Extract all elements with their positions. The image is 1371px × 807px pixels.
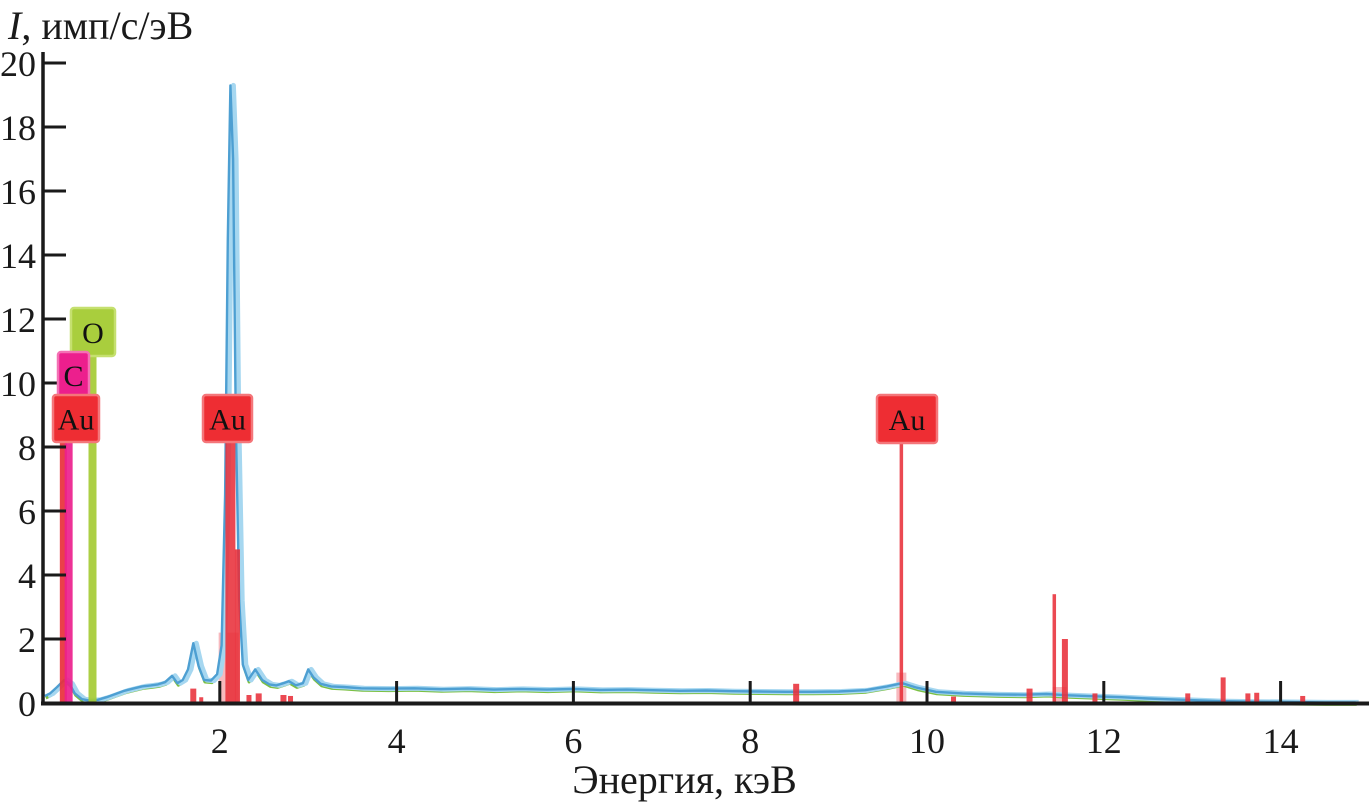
- element-marker-box-au: [51, 393, 101, 444]
- element-line-bar: [1061, 639, 1068, 705]
- element-line-bar: [288, 695, 294, 705]
- element-line-bar: [246, 695, 252, 705]
- x-tick-label: 4: [388, 721, 406, 761]
- element-line-bar: [280, 695, 287, 705]
- element-line-bar: [1052, 594, 1057, 705]
- element-line-bar: [255, 693, 262, 705]
- y-tick-label: 12: [0, 300, 36, 340]
- element-line-bar: [1245, 693, 1251, 705]
- element-line-bar: [951, 696, 957, 705]
- element-line-bar: [190, 688, 197, 705]
- element-marker-box-label: Au: [209, 404, 246, 437]
- element-marker-line-au: [59, 400, 67, 705]
- y-tick-label: 10: [0, 364, 36, 404]
- y-tick-label: 8: [18, 428, 36, 468]
- y-axis-title-units: , имп/с/эВ: [21, 3, 194, 48]
- element-line-bar: [1220, 677, 1226, 705]
- element-marker-box-o: [69, 306, 117, 358]
- y-tick-label: 14: [0, 236, 36, 276]
- element-line-bar: [793, 683, 800, 705]
- element-line-bar: [1254, 692, 1260, 705]
- element-line-bar: [899, 440, 904, 705]
- y-tick-label: 16: [0, 172, 36, 212]
- element-line-bar: [1026, 688, 1033, 705]
- element-line-bar: [1185, 693, 1191, 705]
- element-marker-box-label: C: [63, 360, 83, 393]
- x-tick-label: 10: [909, 721, 945, 761]
- y-tick-label: 2: [18, 620, 36, 660]
- spectrum-line-dark: [44, 84, 1356, 704]
- element-marker-line-c: [64, 372, 73, 705]
- y-axis-title: I, имп/с/эВ: [8, 4, 193, 48]
- element-marker-line-o: [88, 330, 97, 705]
- x-axis-title: Энергия, кэВ: [572, 757, 797, 802]
- x-tick-label: 14: [1263, 721, 1299, 761]
- element-marker-box-au: [201, 393, 254, 444]
- element-marker-box-label: O: [82, 317, 104, 350]
- y-tick-label: 0: [18, 684, 36, 724]
- y-axis-title-variable: I: [8, 3, 22, 48]
- element-line-bar: [1300, 695, 1306, 705]
- x-tick-label: 8: [741, 721, 759, 761]
- element-line-bar: [199, 697, 204, 705]
- x-tick-label: 12: [1086, 721, 1122, 761]
- element-line-bar: [1092, 693, 1098, 705]
- element-marker-box-label: Au: [58, 404, 95, 437]
- y-tick-label: 4: [18, 556, 36, 596]
- x-tick-label: 6: [564, 721, 582, 761]
- element-marker-box-au: [875, 393, 939, 445]
- y-tick-label: 20: [0, 44, 36, 84]
- element-line-bar: [234, 549, 240, 705]
- y-tick-label: 6: [18, 492, 36, 532]
- x-tick-label: 2: [211, 721, 229, 761]
- y-tick-label: 18: [0, 108, 36, 148]
- element-marker-box-label: Au: [889, 404, 926, 437]
- element-line-bar: [225, 440, 236, 705]
